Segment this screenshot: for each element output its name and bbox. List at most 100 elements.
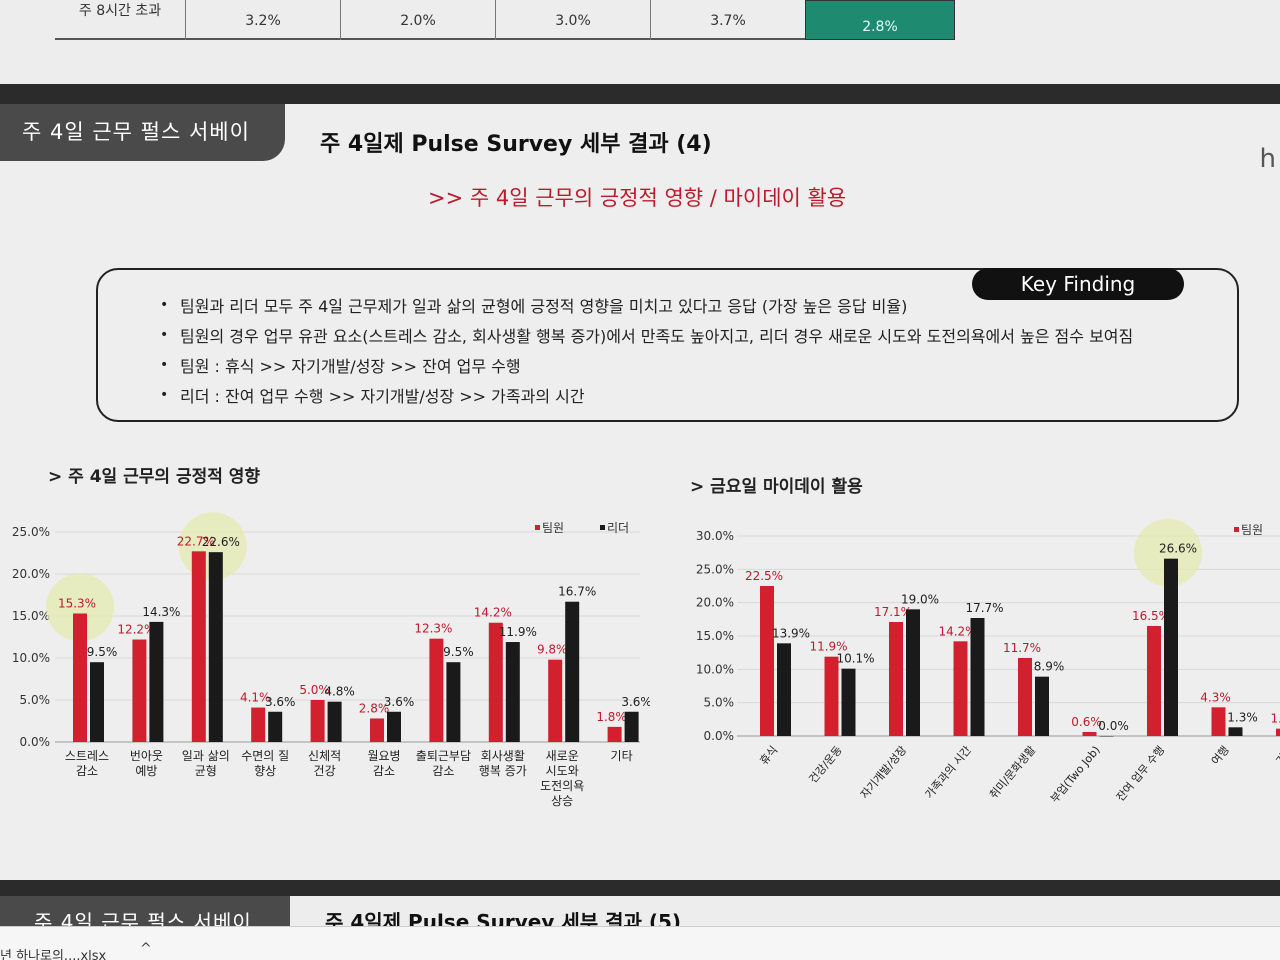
x-tick-label: 회사생활 bbox=[481, 749, 525, 763]
data-label: 3.6% bbox=[384, 695, 415, 709]
highlight-circle bbox=[1134, 518, 1202, 587]
bar-leader bbox=[1035, 676, 1049, 736]
x-tick-label: 균형 bbox=[195, 764, 217, 778]
previous-slide: 주 8시간 초과 3.2% 2.0% 3.0% 3.7% 2.8% bbox=[0, 0, 1280, 84]
y-tick-label: 10.0% bbox=[12, 651, 50, 665]
x-tick-label: 기타 bbox=[1273, 744, 1280, 768]
x-tick-label: 취미/문화생활 bbox=[986, 743, 1038, 801]
table-cell: 2.0% bbox=[340, 0, 495, 40]
y-tick-label: 25.0% bbox=[696, 562, 734, 576]
data-label: 8.9% bbox=[1034, 660, 1065, 674]
x-tick-label: 여행 bbox=[1209, 744, 1232, 768]
section-tab: 주 4일 근무 펄스 서베이 bbox=[0, 896, 290, 926]
data-label: 22.6% bbox=[202, 535, 240, 549]
x-tick-label: 가족과의 시간 bbox=[923, 744, 974, 802]
data-label: 3.6% bbox=[265, 695, 296, 709]
x-tick-label: 감소 bbox=[373, 764, 395, 778]
data-label: 11.9% bbox=[499, 625, 537, 639]
x-tick-label: 스트레스 bbox=[65, 749, 109, 763]
data-label: 13.9% bbox=[772, 626, 810, 640]
bar-team-member bbox=[73, 613, 87, 742]
data-label: 1.1 bbox=[1270, 712, 1280, 726]
bar-team-member bbox=[429, 638, 444, 742]
bar-team-member bbox=[953, 641, 968, 736]
y-tick-label: 20.0% bbox=[12, 567, 50, 581]
y-tick-label: 5.0% bbox=[20, 693, 51, 707]
list-item: • 팀원과 리더 모두 주 4일 근무제가 일과 삶의 균형에 긍정적 영향을 미… bbox=[160, 290, 1133, 320]
list-item: • 리더 : 잔여 업무 수행 >> 자기개발/성장 >> 가족과의 시간 bbox=[160, 380, 1133, 410]
y-tick-label: 30.0% bbox=[696, 529, 734, 543]
slide-divider bbox=[0, 880, 1280, 896]
x-tick-label: 시도와 bbox=[546, 764, 579, 778]
bar-leader bbox=[970, 618, 985, 736]
previous-table: 주 8시간 초과 3.2% 2.0% 3.0% 3.7% 2.8% bbox=[55, 0, 955, 40]
bar-team-member bbox=[1211, 707, 1226, 736]
x-tick-label: 신체적 bbox=[308, 749, 341, 763]
y-tick-label: 0.0% bbox=[704, 729, 735, 743]
download-file-name[interactable]: 년 하나로의....xlsx bbox=[0, 949, 107, 960]
data-label: 3.6% bbox=[621, 695, 650, 709]
x-tick-label: 새로운 bbox=[546, 749, 579, 763]
bar-leader bbox=[1228, 727, 1243, 736]
bar-team-member bbox=[824, 656, 839, 736]
bar-leader bbox=[387, 711, 401, 742]
bar-team-member bbox=[370, 718, 384, 742]
page-subtitle: >> 주 4일 근무의 긍정적 영향 / 마이데이 활용 bbox=[428, 186, 847, 210]
legend-label: 팀원 bbox=[1241, 523, 1263, 537]
legend-swatch-team-member bbox=[535, 525, 540, 530]
x-tick-label: 행복 증가 bbox=[479, 763, 527, 778]
data-label: 5.0% bbox=[299, 683, 330, 697]
y-tick-label: 0.0% bbox=[20, 735, 51, 749]
list-item-text: 팀원의 경우 업무 유관 요소(스트레스 감소, 회사생활 행복 증가)에서 만… bbox=[180, 327, 1134, 346]
bar-leader bbox=[327, 701, 342, 742]
data-label: 0.0% bbox=[1098, 719, 1129, 733]
chart-positive-effects: 0.0% 5.0% 10.0% 15.0% 20.0% 25.0% 15.3% 9.5% 스트레… bbox=[12, 512, 650, 808]
list-item: • 팀원 : 휴식 >> 자기개발/성장 >> 잔여 업무 수행 bbox=[160, 350, 1133, 380]
slide-divider bbox=[0, 84, 1280, 104]
x-tick-label: 휴식 bbox=[757, 744, 780, 768]
data-label: 11.7% bbox=[1003, 641, 1041, 655]
x-tick-label: 향상 bbox=[254, 764, 276, 778]
bar-leader bbox=[906, 609, 920, 736]
x-tick-label: 부업(Two Job) bbox=[1048, 744, 1103, 806]
bar-leader bbox=[149, 621, 164, 742]
data-label: 17.7% bbox=[965, 601, 1003, 615]
y-tick-label: 15.0% bbox=[696, 629, 734, 643]
x-tick-label: 예방 bbox=[135, 764, 157, 778]
bar-leader bbox=[777, 643, 791, 736]
data-label: 1.8% bbox=[596, 710, 627, 724]
x-tick-label: 상승 bbox=[551, 794, 573, 808]
data-label: 10.1% bbox=[836, 652, 874, 666]
data-label: 26.6% bbox=[1159, 542, 1197, 556]
y-tick-label: 10.0% bbox=[696, 662, 734, 676]
bar-leader bbox=[90, 662, 104, 742]
key-finding-badge: Key Finding bbox=[972, 268, 1184, 300]
bar-team-member bbox=[548, 659, 563, 742]
bar-leader bbox=[446, 662, 461, 742]
download-bar: 년 하나로의....xlsx ^ bbox=[0, 926, 1280, 960]
bar-leader bbox=[505, 642, 520, 742]
bar-team-member bbox=[191, 551, 206, 742]
data-label: 12.3% bbox=[414, 622, 452, 636]
x-tick-label: 수면의 질 bbox=[241, 749, 289, 763]
bar-leader bbox=[1164, 558, 1178, 736]
table-cell-highlighted: 2.8% bbox=[805, 0, 955, 40]
x-tick-label: 일과 삶의 bbox=[182, 749, 230, 763]
data-label: 14.2% bbox=[474, 606, 512, 620]
data-label: 17.1% bbox=[874, 605, 912, 619]
x-tick-label: 건강/운동 bbox=[806, 744, 844, 786]
bar-team-member bbox=[132, 639, 147, 742]
data-label: 11.9% bbox=[809, 640, 847, 654]
data-label: 19.0% bbox=[901, 592, 939, 606]
list-item-text: 리더 : 잔여 업무 수행 >> 자기개발/성장 >> 가족과의 시간 bbox=[180, 387, 585, 406]
legend-swatch-team-member bbox=[1234, 527, 1239, 532]
data-label: 14.3% bbox=[142, 605, 180, 619]
key-finding-list: • 팀원과 리더 모두 주 4일 근무제가 일과 삶의 균형에 긍정적 영향을 미… bbox=[160, 290, 1133, 410]
legend-swatch-leader bbox=[600, 525, 605, 530]
chart2-section-title: > 금요일 마이데이 활용 bbox=[690, 477, 863, 497]
slide: 주 4일 근무 펄스 서베이 주 4일제 Pulse Survey 세부 결과 … bbox=[0, 104, 1280, 884]
table-cell: 3.0% bbox=[495, 0, 650, 40]
data-label: 1.3% bbox=[1227, 710, 1258, 724]
chevron-up-icon[interactable]: ^ bbox=[140, 941, 152, 957]
x-tick-label: 출퇴근부담 bbox=[416, 749, 471, 763]
